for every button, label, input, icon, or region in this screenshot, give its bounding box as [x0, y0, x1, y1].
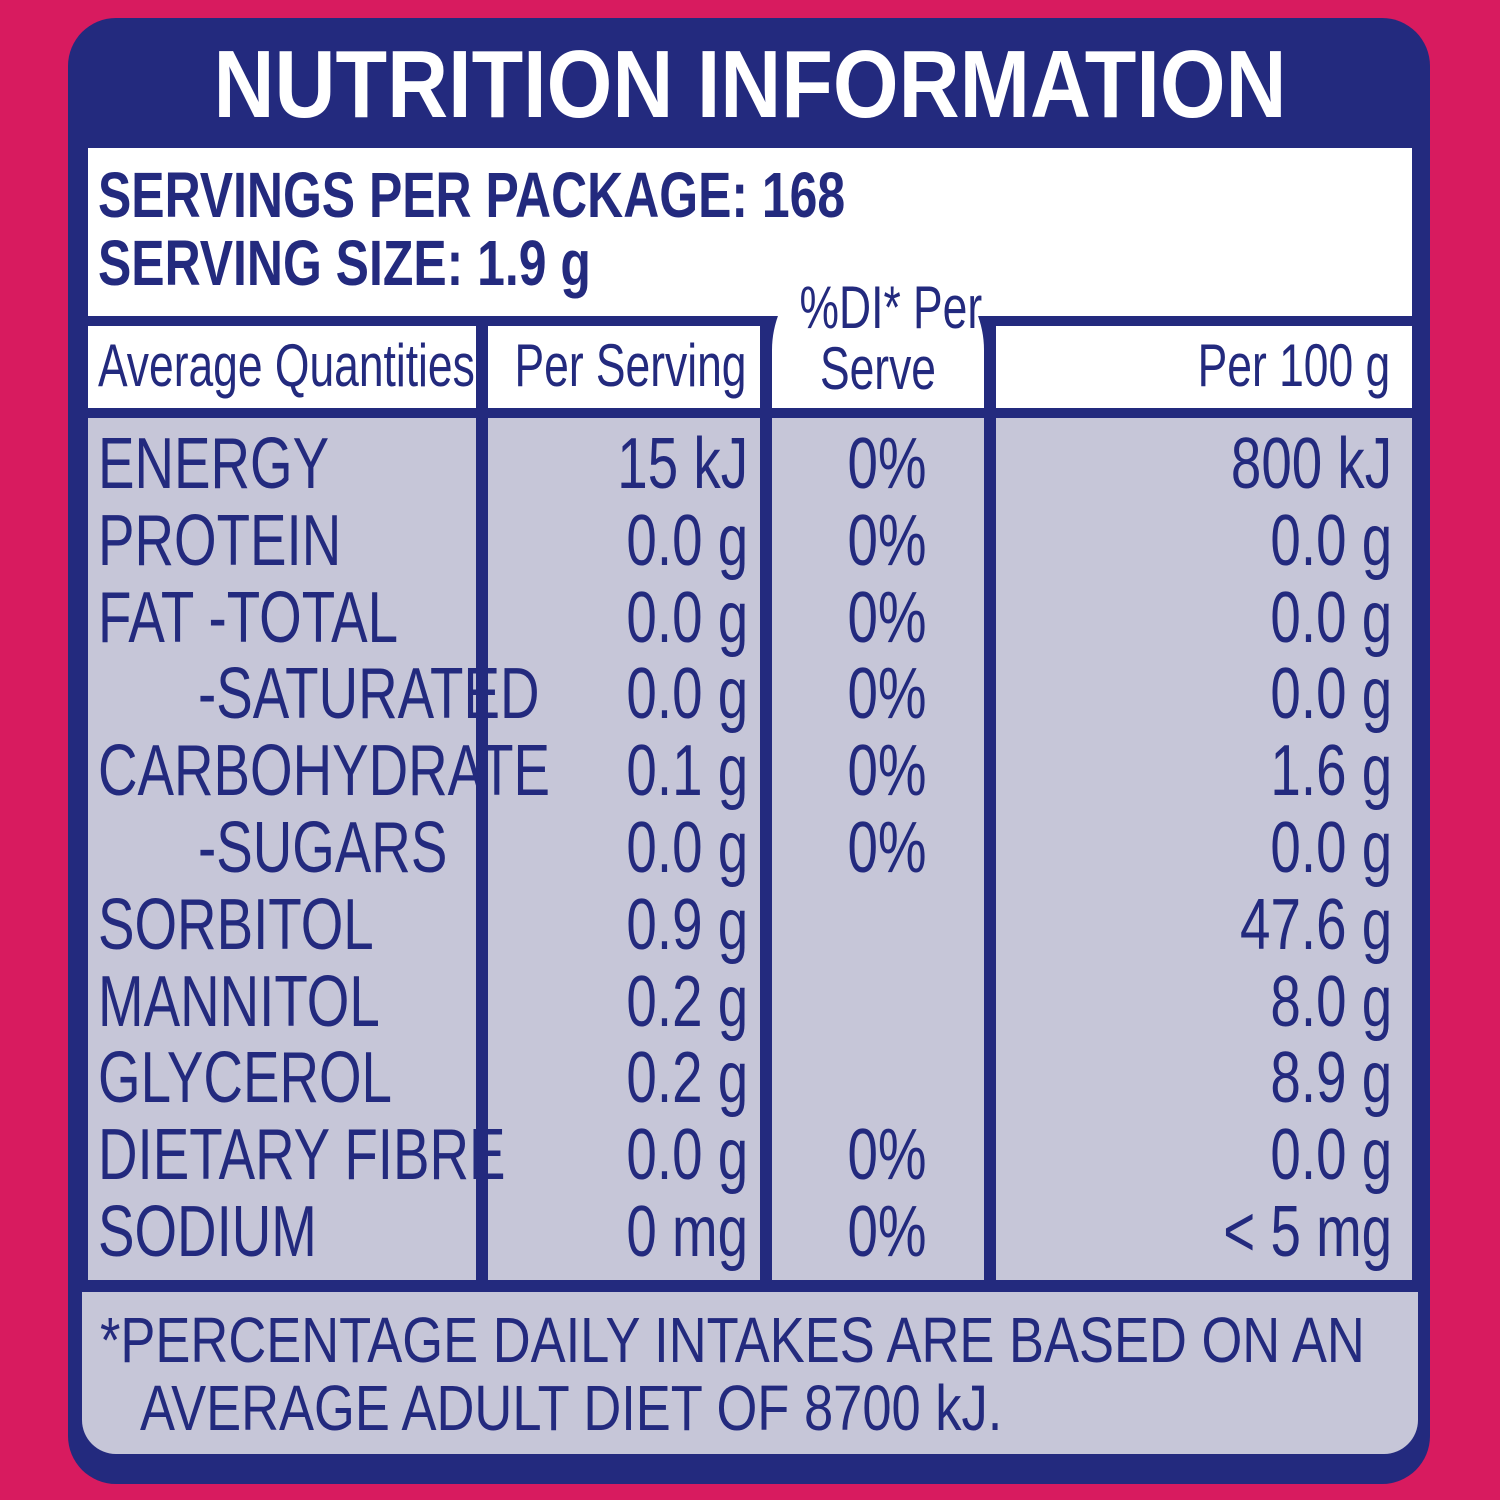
- nutrient-di: 0%: [847, 578, 927, 658]
- header-per-serving-cell: [488, 326, 760, 408]
- nutrient-name: MANNITOL: [98, 962, 380, 1042]
- column-di-line1: %DI* Per: [799, 274, 983, 341]
- column-di-line2: Serve: [820, 335, 936, 402]
- nutrient-di: 0%: [847, 1192, 927, 1272]
- page-title: NUTRITION INFORMATION: [213, 31, 1287, 138]
- nutrient-di: 0%: [847, 1115, 927, 1195]
- nutrient-di: 0%: [847, 501, 927, 581]
- nutrient-per-serving: 0.0 g: [626, 578, 748, 658]
- nutrient-di: 0%: [847, 731, 927, 811]
- nutrient-per-100g: 800 kJ: [1230, 424, 1392, 504]
- servings-box: [88, 148, 1412, 316]
- header-per-100g-cell: [996, 326, 1412, 408]
- body-di-col: [772, 418, 984, 1280]
- nutrient-per-100g: 0.0 g: [1270, 1115, 1392, 1195]
- nutrient-name: SODIUM: [98, 1192, 317, 1272]
- nutrient-di: 0%: [847, 424, 927, 504]
- header-di-cell: [772, 250, 984, 408]
- column-per-100g: Per 100 g: [1197, 332, 1390, 399]
- header-quantities-cell: [88, 326, 476, 408]
- footnote-box: [82, 1292, 1418, 1454]
- nutrient-name: DIETARY FIBRE: [98, 1115, 506, 1195]
- nutrient-per-100g: 0.0 g: [1270, 808, 1392, 888]
- nutrient-per-serving: 0.0 g: [626, 501, 748, 581]
- nutrient-per-serving: 0 mg: [626, 1192, 748, 1272]
- nutrient-per-100g: < 5 mg: [1223, 1192, 1392, 1272]
- nutrient-name: GLYCEROL: [98, 1038, 392, 1118]
- footnote-line2: AVERAGE ADULT DIET OF 8700 kJ.: [140, 1372, 1003, 1444]
- nutrient-per-100g: 0.0 g: [1270, 578, 1392, 658]
- servings-per-package: SERVINGS PER PACKAGE: 168: [98, 159, 846, 231]
- body-quantities-col: [88, 418, 476, 1280]
- nutrient-name: CARBOHYDRATE: [98, 731, 551, 811]
- nutrient-per-serving: 0.2 g: [626, 962, 748, 1042]
- nutrient-per-serving: 0.9 g: [626, 885, 748, 965]
- nutrient-name: -SATURATED: [198, 654, 540, 734]
- nutrient-per-100g: 8.0 g: [1270, 962, 1392, 1042]
- nutrient-per-100g: 0.0 g: [1270, 501, 1392, 581]
- nutrient-per-serving: 0.0 g: [626, 1115, 748, 1195]
- nutrient-per-100g: 47.6 g: [1239, 885, 1392, 965]
- nutrient-per-serving: 0.1 g: [626, 731, 748, 811]
- nutrient-per-100g: 8.9 g: [1270, 1038, 1392, 1118]
- body-per-serving-col: [488, 418, 760, 1280]
- nutrient-name: ENERGY: [98, 424, 330, 504]
- body-per-100g-col: [996, 418, 1412, 1280]
- footnote-line1: *PERCENTAGE DAILY INTAKES ARE BASED ON A…: [100, 1304, 1365, 1376]
- nutrient-name: PROTEIN: [98, 501, 342, 581]
- nutrient-di: 0%: [847, 654, 927, 734]
- nutrient-per-serving: 0.0 g: [626, 654, 748, 734]
- nutrient-name: -SUGARS: [198, 808, 448, 888]
- column-average-quantities: Average Quantities: [98, 332, 475, 399]
- serving-size: SERVING SIZE: 1.9 g: [98, 227, 591, 299]
- nutrient-name: FAT -TOTAL: [98, 578, 398, 658]
- nutrient-per-serving: 0.2 g: [626, 1038, 748, 1118]
- nutrient-per-100g: 0.0 g: [1270, 654, 1392, 734]
- nutrient-per-serving: 0.0 g: [626, 808, 748, 888]
- column-per-serving: Per Serving: [514, 332, 746, 399]
- nutrient-per-serving: 15 kJ: [617, 424, 748, 504]
- nutrient-name: SORBITOL: [98, 885, 374, 965]
- nutrient-di: 0%: [847, 808, 927, 888]
- nutrient-per-100g: 1.6 g: [1270, 731, 1392, 811]
